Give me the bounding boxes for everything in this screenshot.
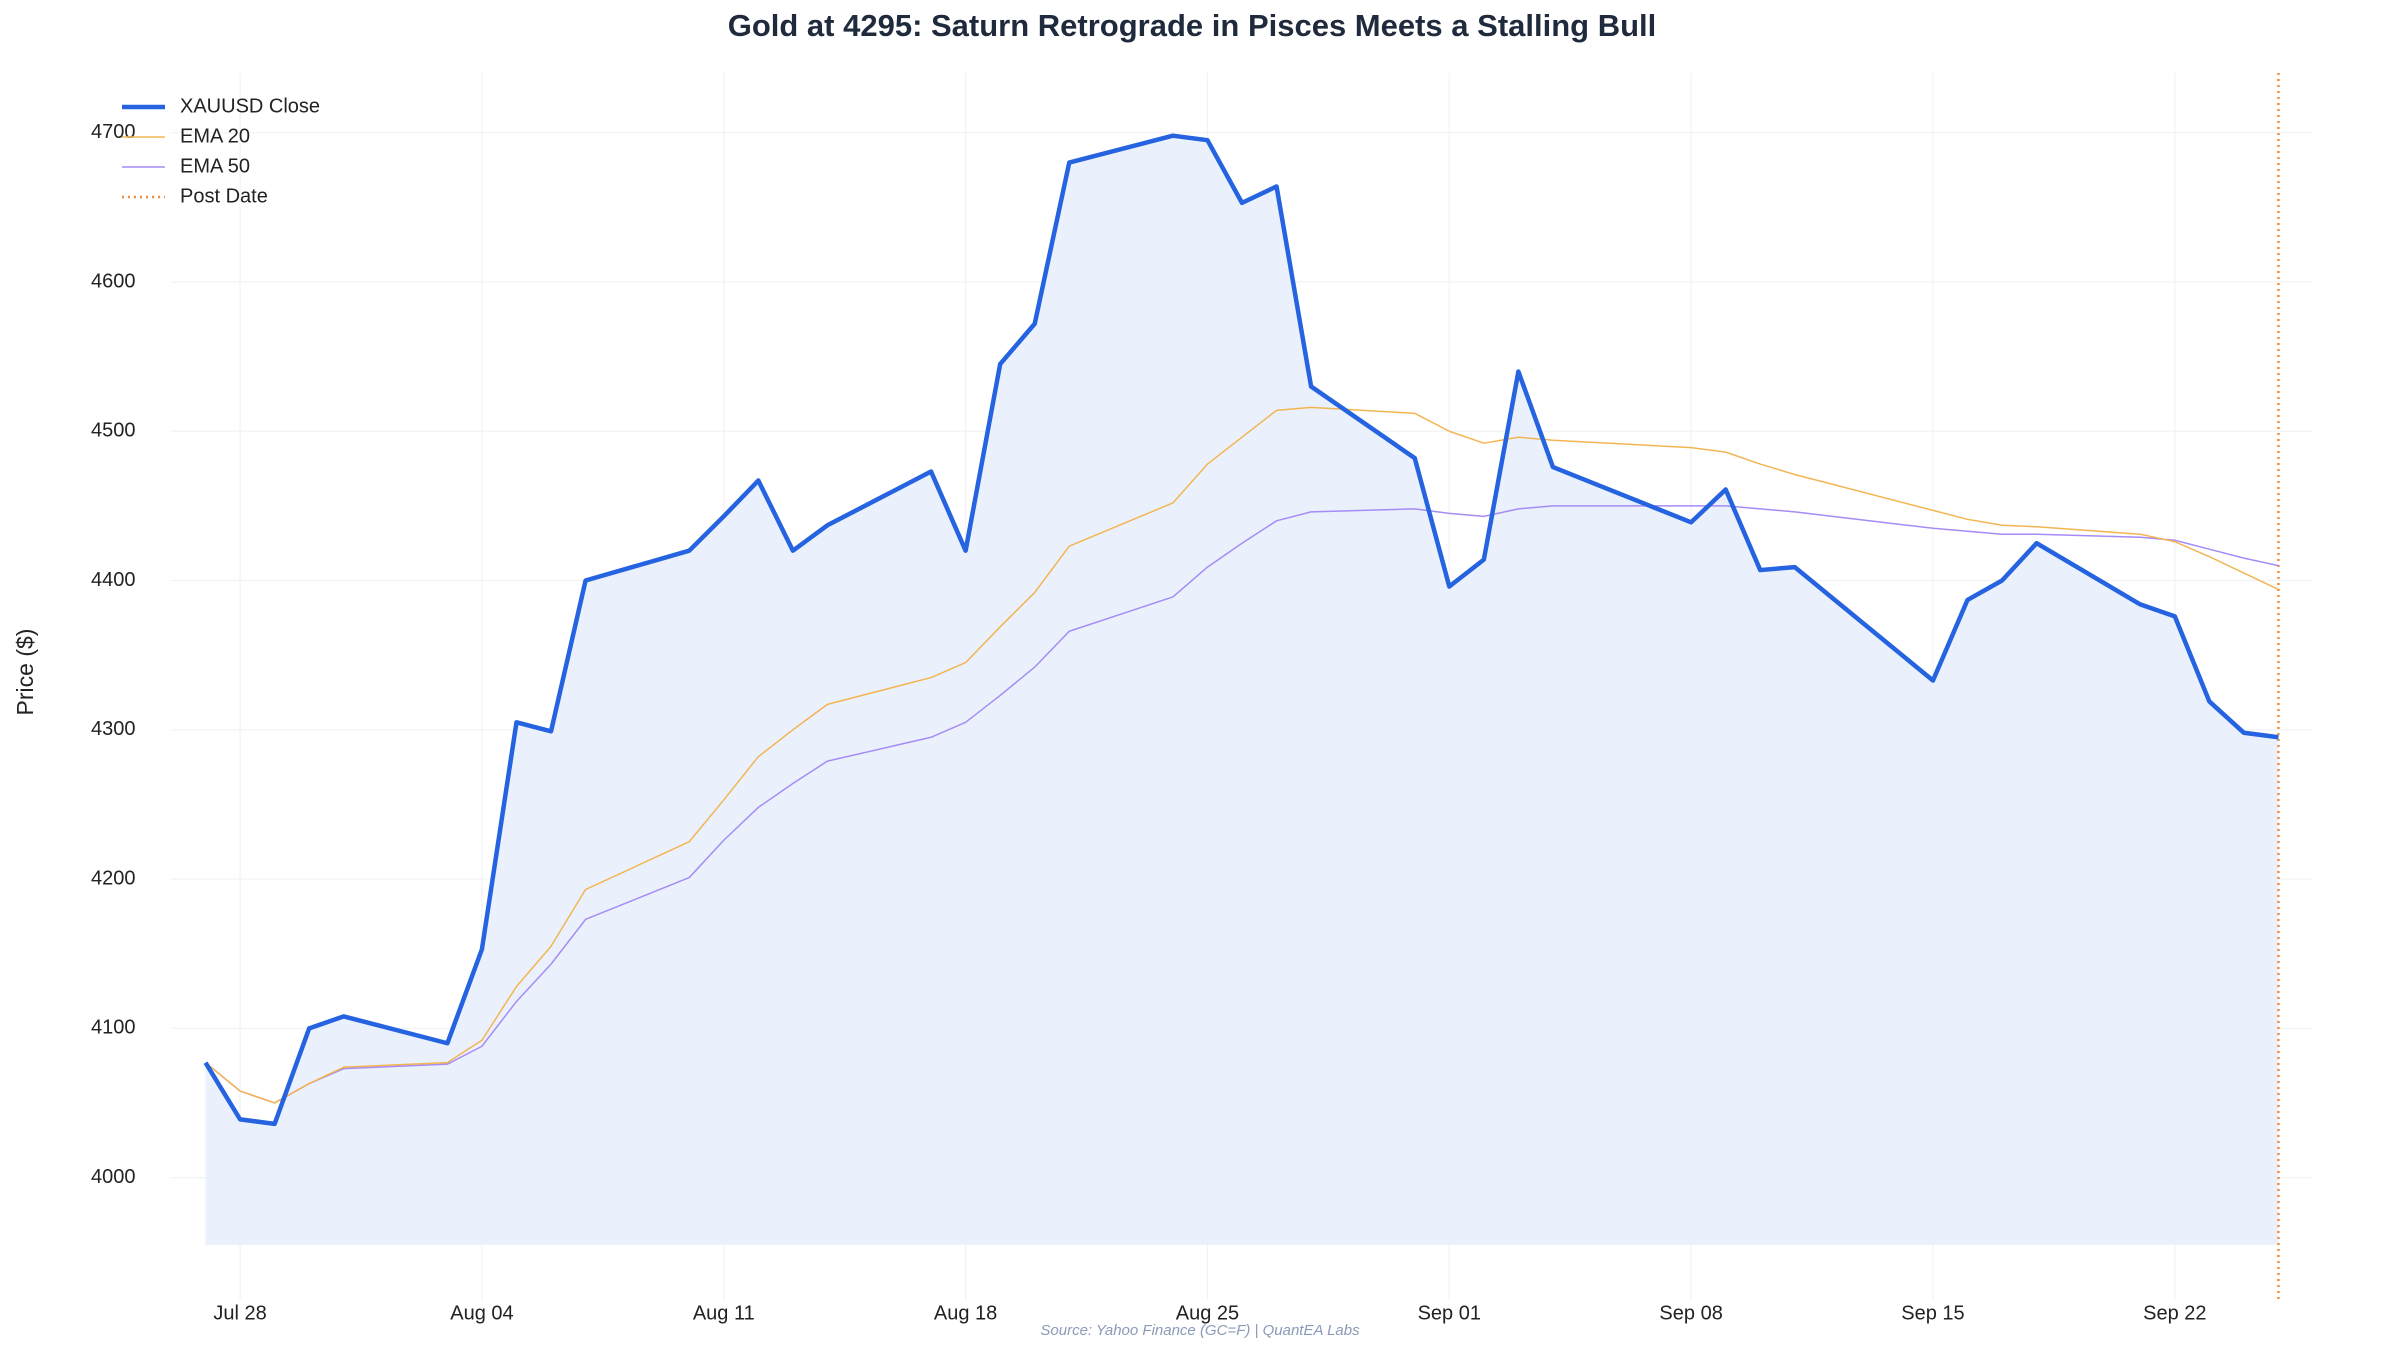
y-tick-label: 4700 [91,121,136,143]
series-line [203,133,2279,1127]
series-line [205,505,2279,1104]
x-tick-label: Sep 01 [1418,1302,1481,1324]
chart-title: Gold at 4295: Saturn Retrograde in Pisce… [728,8,1657,43]
y-tick-label: 4200 [91,867,136,889]
y-tick-label: 4500 [91,420,136,442]
x-tick-label: Aug 25 [1176,1302,1239,1324]
series-line [205,406,2279,1104]
x-tick-label: Sep 15 [1901,1302,1964,1324]
y-tick-label: 4000 [91,1166,136,1188]
x-tick-label: Sep 08 [1659,1302,1722,1324]
x-tick-label: Aug 11 [693,1302,755,1324]
y-tick-label: 4400 [91,569,136,591]
legend-label: EMA 50 [180,155,250,177]
y-tick-label: 4600 [91,270,136,292]
y-tick-label: 4100 [91,1017,136,1039]
y-axis-label: Price ($) [12,629,38,716]
legend-label: XAUUSD Close [180,95,320,117]
area-fill [205,135,2279,1245]
x-tick-label: Jul 28 [213,1302,266,1324]
x-tick-label: Aug 04 [450,1302,513,1324]
x-tick-label: Sep 22 [2143,1302,2206,1324]
legend-label: Post Date [180,185,268,207]
legend-label: EMA 20 [180,125,250,147]
y-tick-label: 4300 [91,718,136,740]
source-note: Source: Yahoo Finance (GC=F) | QuantEA L… [1040,1322,1360,1339]
x-tick-label: Aug 18 [934,1302,997,1324]
